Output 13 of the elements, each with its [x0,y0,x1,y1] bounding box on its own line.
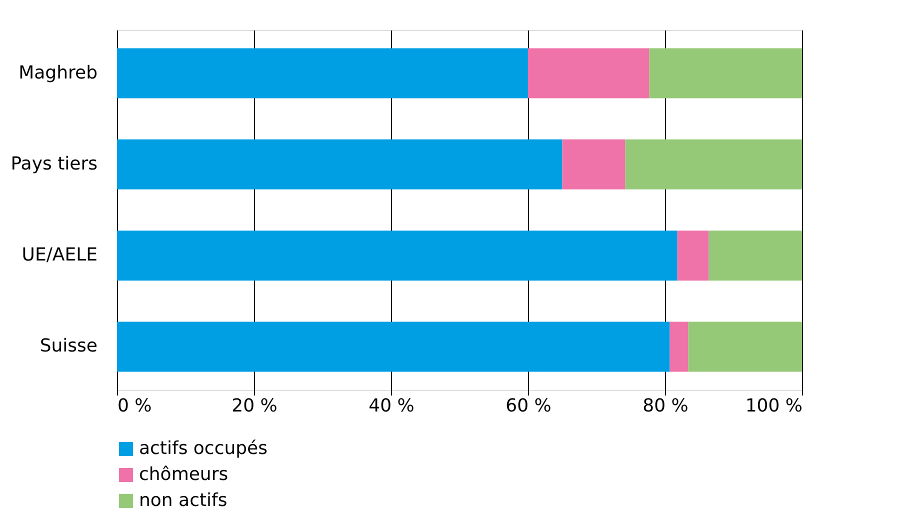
legend-label: non actifs [139,490,228,511]
y-tick-label: Suisse [40,336,98,357]
legend-label: chômeurs [139,464,228,485]
legend-label: actifs occupés [139,438,268,459]
x-tick-label: 80 % [642,396,688,416]
y-tick-label: UE/AELE [22,244,98,266]
y-tick-label: Maghreb [18,62,98,84]
x-tick-label: 20 % [232,396,278,416]
x-tick-label: 100 % [745,396,802,416]
x-tick-label: 40 % [368,396,414,416]
x-tick-label: 60 % [506,396,552,416]
x-tick-label: 0 % [118,396,152,416]
y-tick-label: Pays tiers [10,153,98,174]
